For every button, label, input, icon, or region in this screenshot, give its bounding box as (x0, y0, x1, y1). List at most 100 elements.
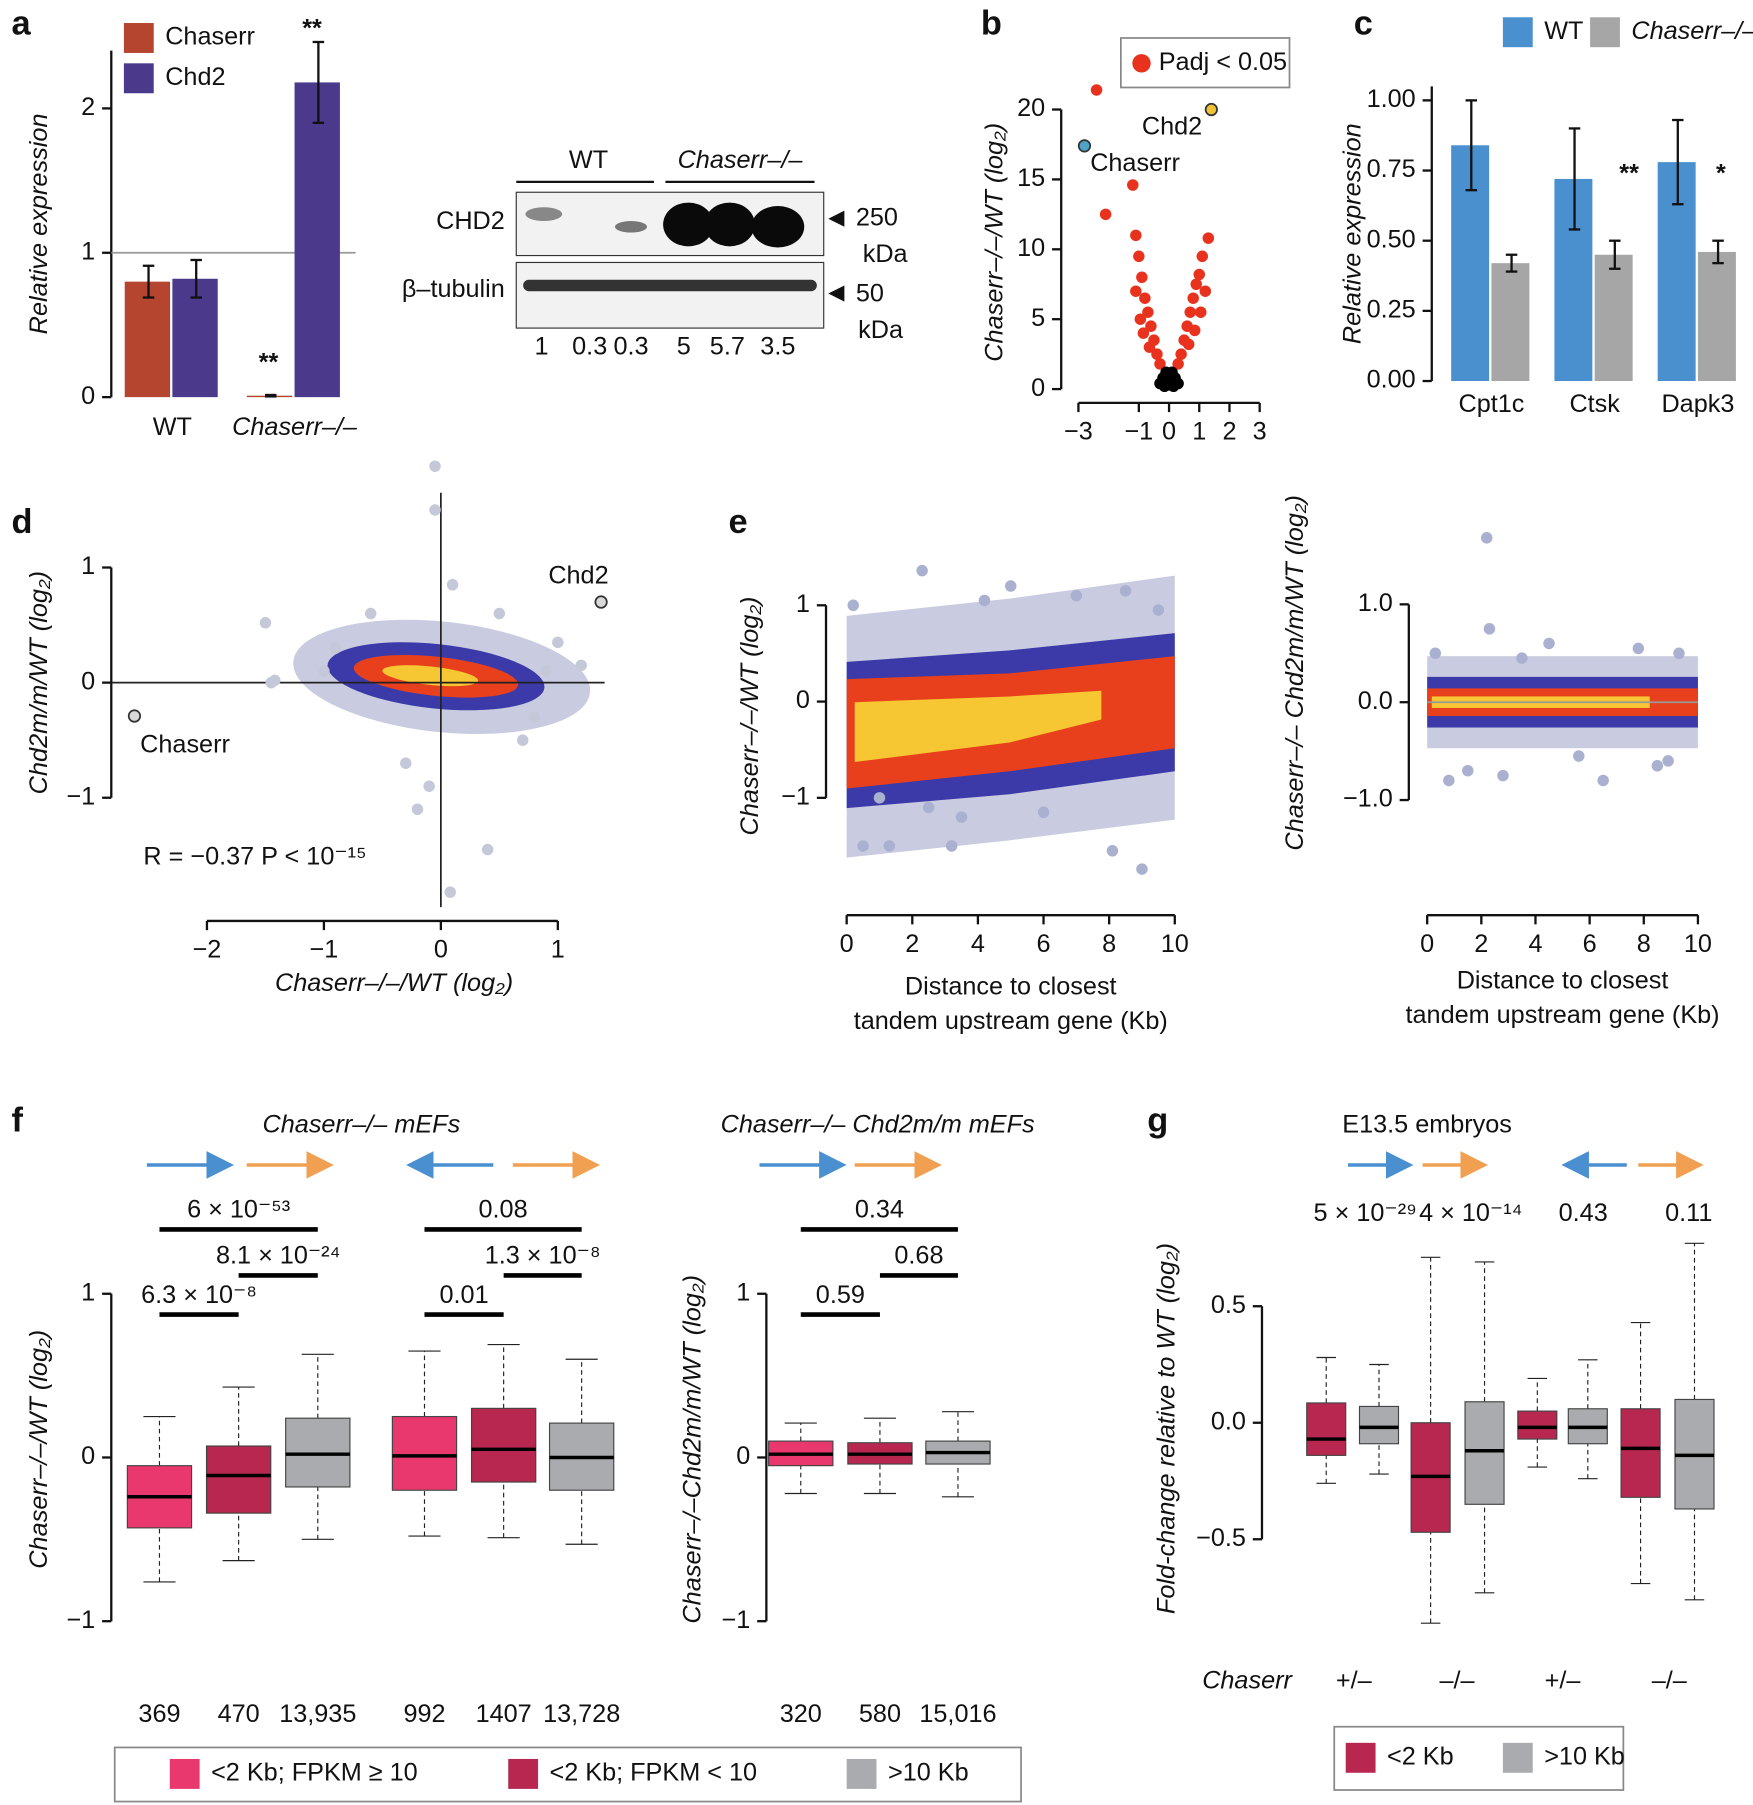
x-tick-label: WT (153, 413, 192, 441)
legend-marker (1502, 17, 1533, 48)
labeled-point (1077, 139, 1092, 153)
legend-marker (123, 23, 154, 53)
blot-size: 50 (856, 279, 884, 307)
point (883, 840, 896, 852)
legend-label: <2 Kb; FPKM < 10 (550, 1759, 758, 1787)
y-tick-label: 0 (1031, 374, 1045, 402)
band (751, 206, 805, 248)
legend-marker (123, 63, 154, 94)
legend-box (113, 1746, 1022, 1803)
point (1099, 208, 1112, 221)
annotation: ** (1619, 160, 1639, 188)
point (955, 811, 968, 823)
legend-label: <2 Kb (1387, 1742, 1454, 1770)
blot (515, 180, 845, 329)
point (1193, 268, 1205, 281)
arrowhead (828, 210, 845, 227)
point (1175, 348, 1187, 360)
y-tick-label: 5 (1031, 304, 1045, 332)
y-axis-label: Fold-change relative to WT (log₂) (1153, 1243, 1181, 1614)
x-axis-label: Chaserr–/–/WT (log₂) (275, 969, 513, 997)
legend-label: >10 Kb (888, 1759, 969, 1787)
point (1202, 232, 1215, 244)
point (446, 579, 459, 591)
bar (1491, 263, 1530, 382)
group-label: –/– (1439, 1666, 1475, 1694)
point (1573, 750, 1585, 762)
band (525, 207, 563, 222)
x-axis-label: Distance to closest (1457, 967, 1669, 995)
y-axis-label: Chaserr–/–Chd2m/m/WT (log₂) (679, 1275, 707, 1624)
bar (1594, 254, 1633, 382)
box (391, 1415, 458, 1491)
legend-marker (1590, 17, 1620, 48)
legend-label: Padj < 0.05 (1159, 48, 1287, 76)
point (1188, 324, 1201, 337)
y-tick-label: 0.50 (1367, 225, 1416, 253)
point (1497, 769, 1509, 782)
y-tick-label: 1 (796, 590, 810, 618)
y-tick-label: 2 (81, 93, 95, 121)
band (523, 279, 817, 292)
point (1481, 532, 1493, 544)
blot-size: kDa (863, 240, 909, 268)
blot-group: WT (569, 146, 608, 174)
point (1662, 755, 1674, 767)
legend-box (1333, 1725, 1625, 1791)
point-label: Chaserr (1090, 149, 1180, 177)
legend-label: <2 Kb; FPKM ≥ 10 (211, 1759, 418, 1787)
lane-value: 0.3 (613, 332, 648, 360)
y-axis-label: Chaserr–/–/WT (log₂) (736, 597, 764, 836)
density-d (293, 619, 591, 735)
x-tick-label: Cpt1c (1458, 390, 1524, 418)
lane-value: 1 (534, 332, 548, 360)
y-axis-label: Relative expression (25, 113, 53, 334)
x-tick-label: 2 (905, 930, 919, 958)
point (1145, 320, 1157, 332)
x-tick-label: 4 (1528, 930, 1542, 958)
y-tick-label: −1 (781, 782, 810, 810)
x-axis-label: tandem upstream gene (Kb) (854, 1007, 1168, 1035)
x-tick-label: 8 (1102, 930, 1116, 958)
point (1154, 358, 1166, 370)
x-tick-label: Dapk3 (1661, 390, 1734, 418)
point (265, 676, 278, 689)
y-tick-label: 0.0 (1358, 687, 1393, 715)
y-tick-label: 0.00 (1367, 366, 1416, 394)
point (429, 460, 441, 472)
x-tick-label: 0 (840, 930, 854, 958)
point (1070, 589, 1083, 602)
legend-marker (1132, 54, 1151, 73)
x-tick-label: Chaserr–/– (232, 413, 358, 441)
box (1306, 1402, 1347, 1456)
y-tick-label: 0.5 (1211, 1291, 1246, 1319)
point (1143, 341, 1156, 353)
y-tick-label: −1 (722, 1606, 751, 1634)
point (540, 665, 552, 677)
p-value: 0.68 (894, 1242, 943, 1270)
bar (124, 281, 171, 398)
y-tick-label: 0.25 (1367, 296, 1416, 324)
point (1152, 604, 1165, 616)
p-value: 0.11 (1665, 1199, 1712, 1227)
point (857, 840, 869, 852)
point (1182, 338, 1195, 351)
box (1358, 1405, 1400, 1445)
panel-label: g (1147, 1101, 1168, 1139)
point (1130, 285, 1142, 297)
annotation: ** (302, 15, 322, 43)
lane-value: 5 (677, 332, 691, 360)
x-tick-label: 0 (434, 935, 448, 963)
bar (294, 82, 340, 398)
panel-label: f (11, 1101, 23, 1139)
panel-label: a (11, 4, 31, 42)
point (1190, 278, 1202, 291)
point (1037, 806, 1050, 819)
legend-label: WT (1544, 17, 1583, 45)
band (704, 202, 755, 247)
blot-size: 250 (856, 203, 898, 231)
y-tick-label: 0 (81, 382, 95, 410)
group-label: +/– (1336, 1666, 1373, 1694)
panel-title: Chaserr–/– Chd2m/m mEFs (721, 1110, 1035, 1138)
point (481, 843, 494, 856)
